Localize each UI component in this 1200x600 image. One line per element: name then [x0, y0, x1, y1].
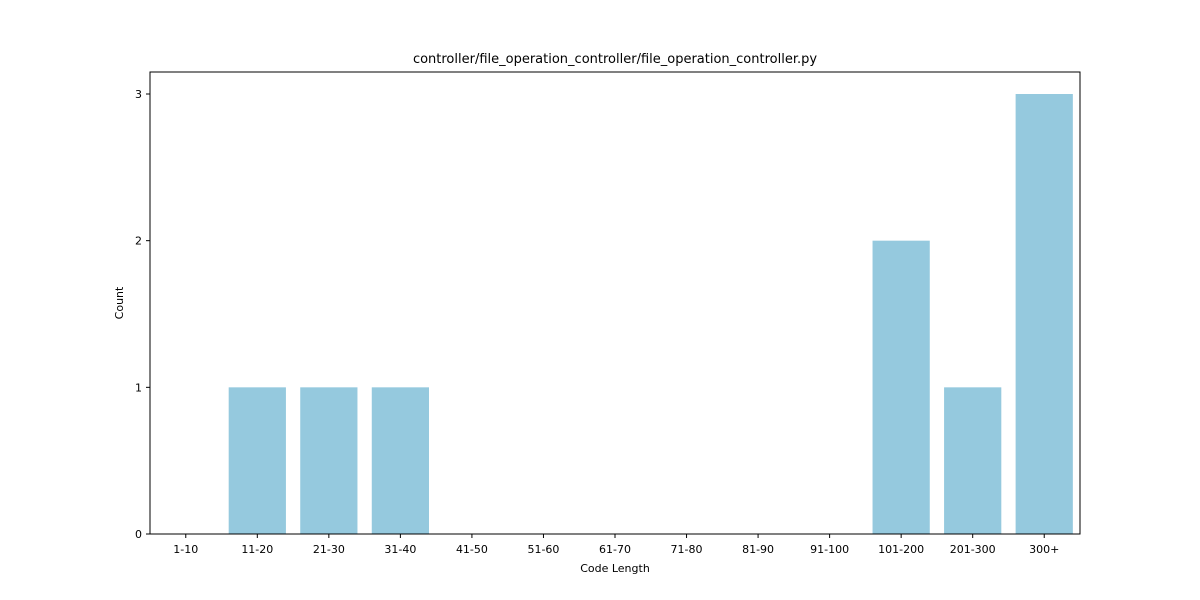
x-tick-label: 31-40	[384, 543, 416, 556]
x-tick-label: 41-50	[456, 543, 488, 556]
bar	[300, 387, 358, 534]
x-tick-label: 91-100	[810, 543, 849, 556]
x-tick-label: 51-60	[527, 543, 559, 556]
bar	[944, 387, 1002, 534]
x-tick-label: 71-80	[671, 543, 703, 556]
x-tick-label: 101-200	[878, 543, 924, 556]
y-tick-label: 0	[135, 528, 142, 541]
x-tick-label: 21-30	[313, 543, 345, 556]
bar	[872, 240, 930, 534]
plot-frame	[149, 71, 1081, 535]
x-tick-label: 11-20	[241, 543, 273, 556]
x-axis-label: Code Length	[580, 562, 650, 575]
chart-title: controller/file_operation_controller/fil…	[413, 52, 817, 67]
y-tick-label: 2	[135, 235, 142, 248]
bar	[371, 387, 429, 534]
x-tick-label: 1-10	[173, 543, 198, 556]
x-axis-ticks: 1-10 11-20 21-30 31-40 41-50 51-60 61-70 71-80 8…	[173, 534, 1059, 556]
x-tick-label: 61-70	[599, 543, 631, 556]
y-tick-label: 3	[135, 88, 142, 101]
x-tick-label: 81-90	[742, 543, 774, 556]
y-tick-label: 1	[135, 381, 142, 394]
bar	[1015, 94, 1073, 534]
x-tick-label: 201-300	[950, 543, 996, 556]
y-axis-label: Count	[113, 286, 126, 319]
bar	[228, 387, 286, 534]
bars-group	[228, 94, 1073, 534]
x-tick-label: 300+	[1029, 543, 1059, 556]
y-axis-ticks: 0 1 2 3	[135, 88, 150, 541]
